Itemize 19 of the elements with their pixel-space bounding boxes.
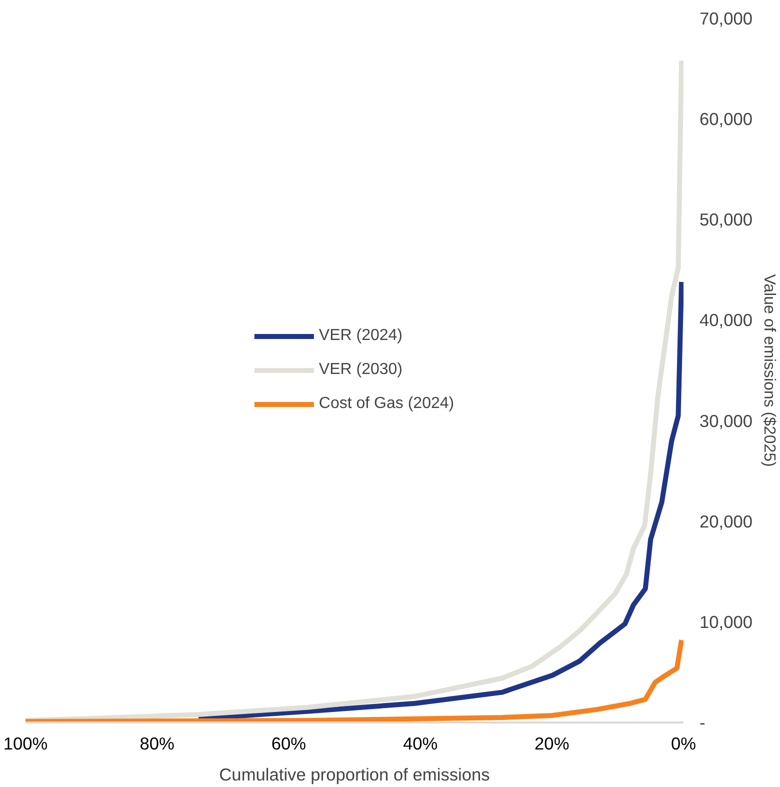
- y-tick-label: 20,000: [700, 511, 752, 532]
- y-tick-label: -: [700, 712, 706, 732]
- x-tick-label: 20%: [534, 734, 570, 754]
- x-tick-label: 0%: [670, 734, 696, 754]
- y-tick-label: 50,000: [700, 210, 752, 230]
- y-tick-label: 30,000: [700, 410, 752, 431]
- x-axis-title: Cumulative proportion of emissions: [219, 764, 490, 784]
- legend-label: VER (2024): [318, 327, 403, 345]
- y-tick-label: 60,000: [700, 109, 752, 130]
- y-tick-label: 70,000: [700, 8, 752, 28]
- legend-label: VER (2030): [318, 361, 403, 379]
- x-tick-label: 60%: [271, 734, 306, 754]
- y-axis-title: Value of emissions ($2025): [760, 274, 778, 467]
- y-tick-label: 10,000: [700, 612, 752, 632]
- x-tick-label: 100%: [3, 734, 48, 754]
- x-tick-label: 40%: [402, 734, 438, 754]
- y-tick-label: 40,000: [700, 310, 752, 330]
- legend-label: Cost of Gas (2024): [318, 395, 454, 413]
- x-tick-label: 80%: [140, 734, 174, 754]
